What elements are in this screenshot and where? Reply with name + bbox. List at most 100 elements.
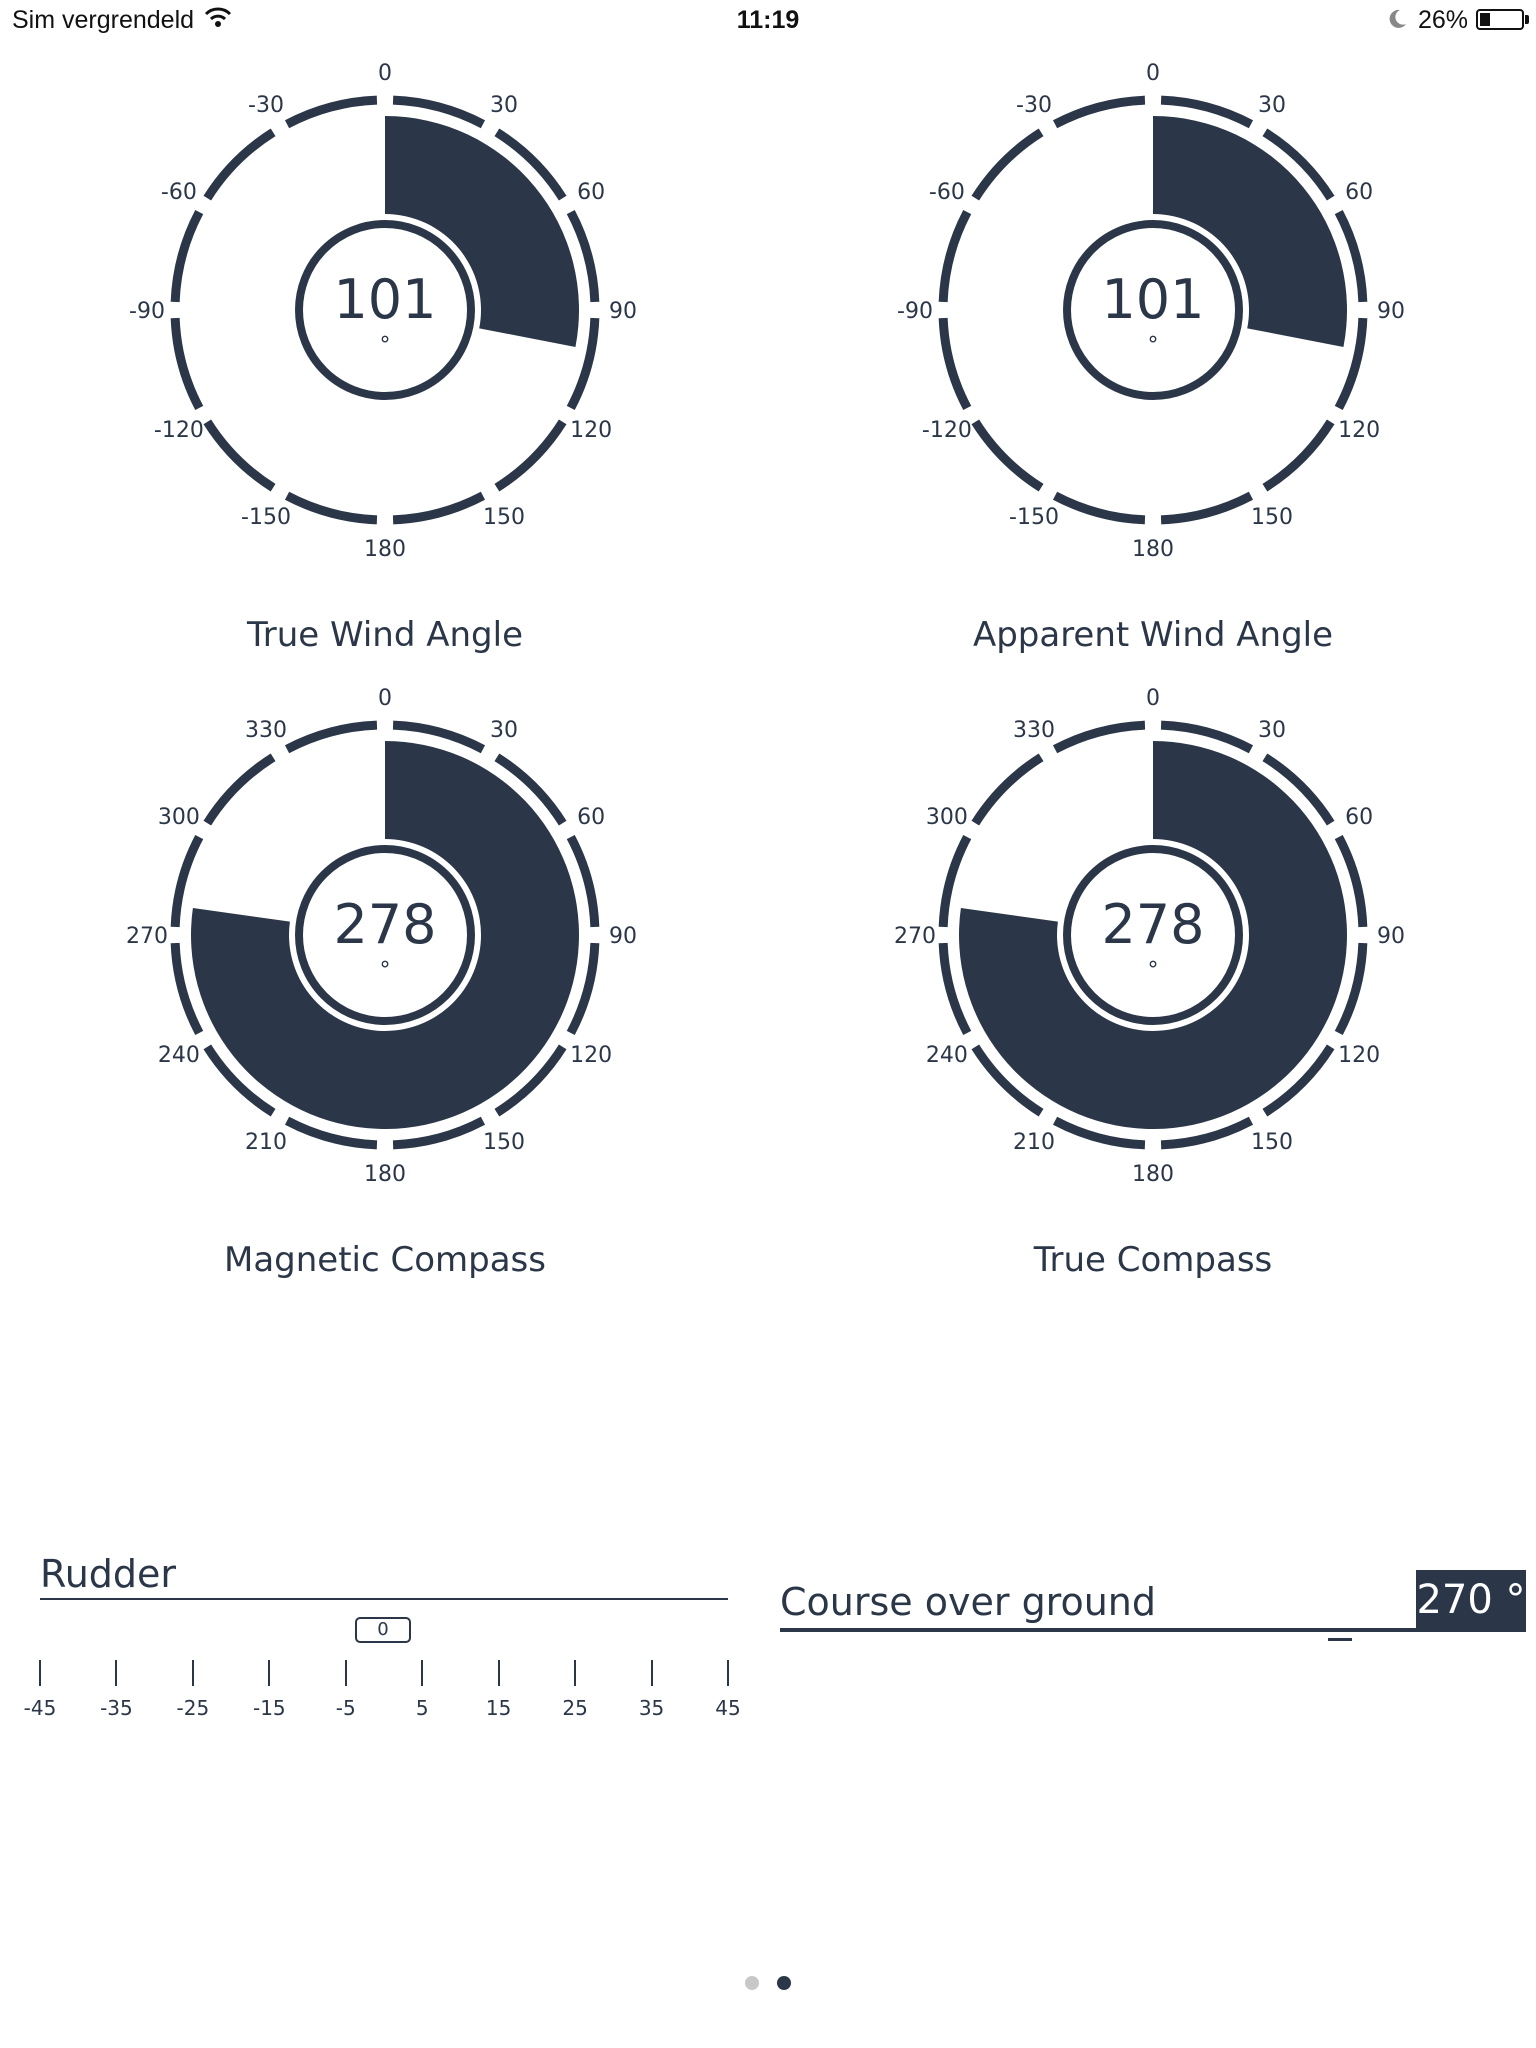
dial-scale-label: 30 [490, 93, 518, 118]
rudder-tick [115, 1660, 118, 1686]
rudder-tick [727, 1660, 729, 1686]
wifi-icon [204, 7, 232, 27]
dial-ring-segment [1262, 128, 1335, 201]
dial-ring-segment [170, 942, 204, 1036]
apparent-wind-angle-gauge: 101 ° 0 30 60 90 120 150 180 -150 -120 -90 -60 -30 Ap… [793, 55, 1513, 695]
dial-scale-label: -90 [897, 299, 933, 324]
dial-scale-label: 270 [894, 924, 936, 949]
dial-scale-label: 120 [570, 418, 612, 443]
rudder-scale-label: 35 [638, 1696, 665, 1720]
dial-scale-label: 0 [1146, 61, 1160, 86]
course-over-ground-panel: Course over ground 270 ° [780, 1570, 1526, 1650]
rudder-indicator-panel: Rudder 0 -45 -35 -25 -15 -5 5 15 25 35 45 [0, 1540, 760, 1740]
rudder-tick [421, 1660, 424, 1686]
dial-ring-segment [284, 95, 378, 129]
dial-value: 101 [333, 268, 436, 331]
dial-scale-label: 60 [577, 180, 605, 205]
dial-scale-label: 60 [1345, 805, 1373, 830]
dial-ring-segment [392, 95, 486, 129]
dial-scale-label: 300 [926, 805, 968, 830]
dial-scale-label: 240 [158, 1043, 200, 1068]
rudder-scale-label: -35 [100, 1696, 133, 1720]
rudder-tick [344, 1660, 347, 1686]
dial-unit: ° [1148, 958, 1159, 983]
rudder-tick [268, 1660, 271, 1686]
dial-ring-segment [566, 834, 600, 928]
dial-center [1063, 220, 1243, 400]
dial-scale-label: 30 [1258, 93, 1286, 118]
gauge-title: True Wind Angle [246, 615, 524, 655]
dial-ring-segment [392, 491, 486, 525]
dial-ring-segment [971, 1044, 1044, 1117]
dial-ring-segment [971, 753, 1044, 826]
dial-scale-label: 210 [1013, 1130, 1055, 1155]
true-compass-dial: 278° 0 30 60 90 120 150 180 210 240 270 300 330 [894, 686, 1405, 1187]
rudder-title: Rudder [40, 1552, 177, 1596]
page-indicator[interactable] [0, 1976, 1536, 1996]
dial-ring-segment [203, 128, 276, 201]
status-time: 11:19 [736, 6, 800, 34]
dial-value-band [190, 741, 579, 1129]
page-dot[interactable] [777, 1976, 791, 1990]
dial-scale-label: 150 [1251, 1130, 1293, 1155]
dial-scale-label: 0 [1146, 686, 1160, 711]
rudder-scale-label: -25 [176, 1696, 210, 1720]
battery-percent: 26% [1418, 6, 1469, 34]
dial-scale-label: 180 [364, 537, 406, 562]
dial-ring-segment [1160, 491, 1254, 525]
dial-scale-label: 210 [245, 1130, 287, 1155]
dial-value-band [1153, 116, 1347, 348]
dial-ring-segment [494, 753, 567, 826]
dial-ring-segment [566, 942, 600, 1036]
dial-scale-label: 90 [1377, 924, 1405, 949]
dial-ring-segment [1334, 942, 1368, 1036]
dial-ring-segment [494, 1044, 567, 1117]
dial-value: 278 [333, 893, 436, 956]
dial-scale-label: -150 [241, 505, 291, 530]
dial-scale-label: 300 [158, 805, 200, 830]
rudder-scale-label: 15 [485, 1696, 512, 1720]
page-dot[interactable] [745, 1976, 759, 1990]
dial-scale-label: 30 [1258, 718, 1286, 743]
dial-scale-label: -30 [248, 93, 284, 118]
magnetic-compass-gauge: 278 ° 0 30 60 90 120 150 180 210 240 270 300 330 Magn… [25, 680, 745, 1320]
dial-scale-label: -120 [922, 418, 972, 443]
dial-scale-label: -120 [154, 418, 204, 443]
dial-scale-label: 30 [490, 718, 518, 743]
dial-scale-label: 270 [126, 924, 168, 949]
dial-value-band [959, 741, 1347, 1129]
rudder-tick [650, 1660, 653, 1686]
rudder-scale-label: 5 [415, 1696, 429, 1720]
rudder-divider [40, 1598, 728, 1600]
dial-ring-segment [1334, 209, 1368, 303]
dial-ring-segment [1334, 317, 1368, 411]
dial-ring-segment [971, 128, 1044, 201]
dial-ring-segment [1160, 95, 1254, 129]
apparent-wind-angle-dial: 101° 0 30 60 90 120 150 180 -150 -120 -90 -60 -30 [897, 61, 1405, 562]
gauge-title: Magnetic Compass [223, 1240, 546, 1280]
dial-center [295, 845, 475, 1025]
dial-unit: ° [1148, 333, 1159, 358]
dial-value: 278 [1101, 893, 1204, 956]
rudder-tick [191, 1660, 194, 1686]
true-wind-angle-gauge: 101 ° 0 30 60 90 120 150 180 -150 -120 -90 -60 -30 Tr… [25, 55, 745, 695]
dial-scale-label: 120 [1338, 418, 1380, 443]
dial-ring-segment [1052, 491, 1146, 525]
dial-scale-label: -60 [161, 180, 197, 205]
dial-ring-segment [1262, 1044, 1335, 1117]
dial-ring-segment [494, 419, 567, 492]
cog-title: Course over ground [780, 1580, 1157, 1624]
dial-ring-segment [1052, 720, 1146, 754]
gauge-title: True Compass [1033, 1240, 1273, 1280]
dial-scale-label: -150 [1009, 505, 1059, 530]
dial-ring-segment [938, 209, 972, 303]
dial-ring-segment [938, 317, 972, 411]
true-wind-angle-dial: 101° 0 30 60 90 120 150 180 -150 -120 -90 -60 -30 [129, 61, 637, 562]
dial-scale-label: 90 [1377, 299, 1405, 324]
dial-unit: ° [380, 958, 391, 983]
dial-ring-segment [938, 834, 972, 928]
dial-ring-segment [1262, 753, 1335, 826]
dial-center [1063, 845, 1243, 1025]
rudder-tick [497, 1660, 500, 1686]
battery-icon [1476, 9, 1524, 30]
